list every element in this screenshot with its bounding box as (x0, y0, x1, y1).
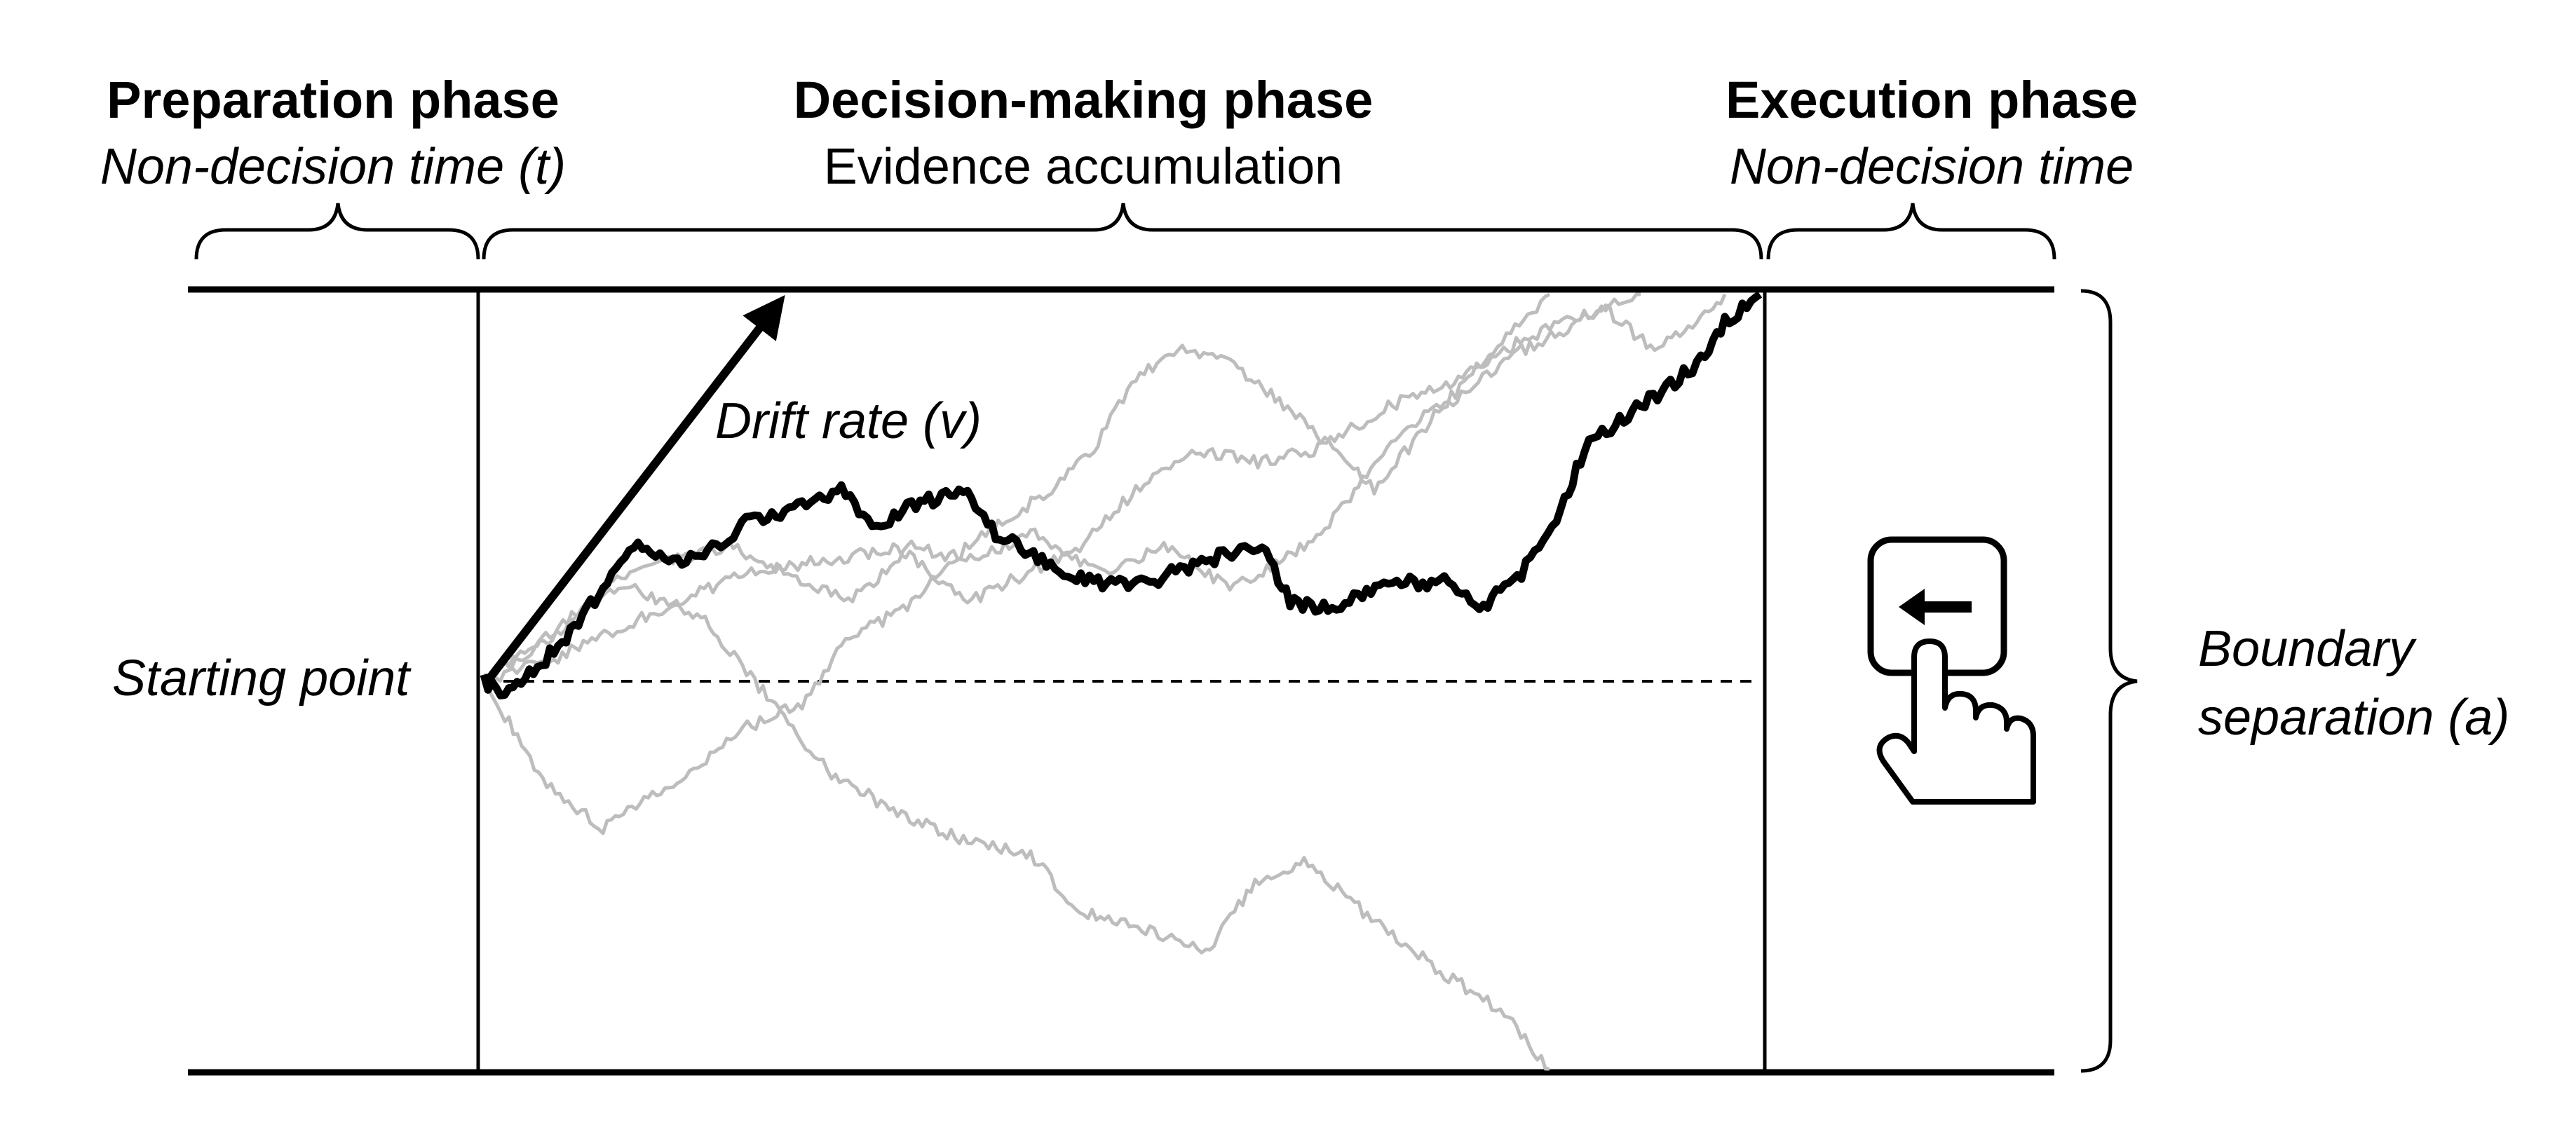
decision-phase-title: Decision-making phase (794, 71, 1374, 129)
starting-point-label: Starting point (112, 650, 412, 706)
execution-phase-subtitle: Non-decision time (1730, 139, 2134, 195)
preparation-phase-subtitle: Non-decision time (t) (100, 139, 566, 195)
background-evidence-path (483, 294, 1727, 683)
finger-pressing-left-arrow-key-icon (1867, 536, 2036, 805)
boundary-separation-label-line2: separation (a) (2198, 690, 2509, 746)
decision-brace (482, 203, 1763, 260)
preparation-brace (194, 203, 480, 260)
execution-phase-title: Execution phase (1726, 71, 2138, 129)
evidence-paths (480, 291, 1763, 1071)
drift-rate-label: Drift rate (v) (715, 393, 982, 449)
background-evidence-path (482, 292, 1551, 835)
background-evidence-path (482, 582, 1550, 1071)
execution-brace (1766, 203, 2056, 260)
drift-rate-arrow (484, 294, 785, 684)
decision-phase-subtitle: Evidence accumulation (824, 139, 1343, 195)
highlighted-evidence-path (480, 291, 1763, 699)
boundary-separation-brace (2080, 289, 2138, 1073)
preparation-phase-title: Preparation phase (107, 71, 560, 129)
boundary-separation-label-line1: Boundary (2198, 621, 2417, 677)
background-evidence-path (483, 292, 1641, 678)
